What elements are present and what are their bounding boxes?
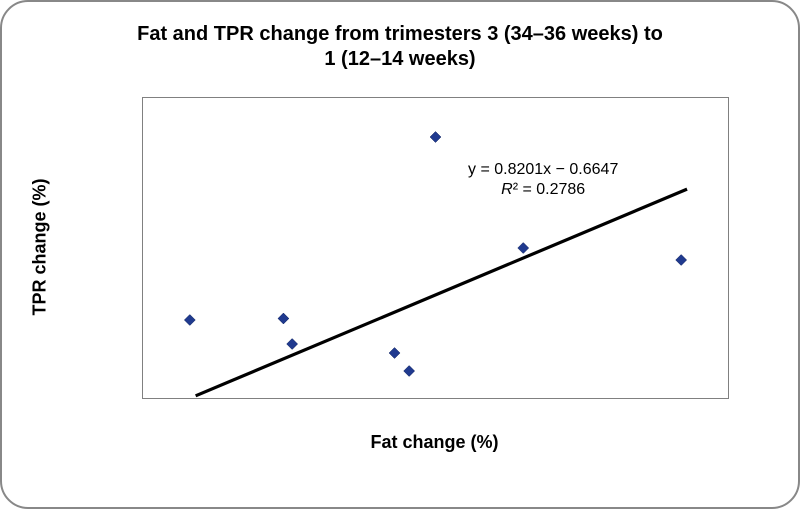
chart-card: Fat and TPR change from trimesters 3 (34… [0,0,800,509]
equation-r2-value: ² = 0.2786 [513,181,586,198]
data-point [184,315,195,326]
scatter-plot: y = 0.8201x − 0.6647 R² = 0.2786 [142,97,729,399]
equation-r-symbol: R [501,181,513,198]
scatter-svg [143,98,728,398]
data-point [278,313,289,324]
data-point [389,348,400,359]
chart-title-line1: Fat and TPR change from trimesters 3 (34… [137,23,663,45]
regression-equation: y = 0.8201x − 0.6647 R² = 0.2786 [468,160,618,200]
data-point [676,255,687,266]
data-point [287,339,298,350]
x-axis-label: Fat change (%) [142,432,727,453]
data-point [518,243,529,254]
data-point [404,366,415,377]
equation-r2: R² = 0.2786 [468,180,618,200]
data-point [430,132,441,143]
y-axis-label: TPR change (%) [30,178,51,315]
chart-title: Fat and TPR change from trimesters 3 (34… [2,22,798,72]
trendline [196,189,687,396]
equation-line1: y = 0.8201x − 0.6647 [468,160,618,180]
chart-title-line2: 1 (12–14 weeks) [324,48,475,70]
